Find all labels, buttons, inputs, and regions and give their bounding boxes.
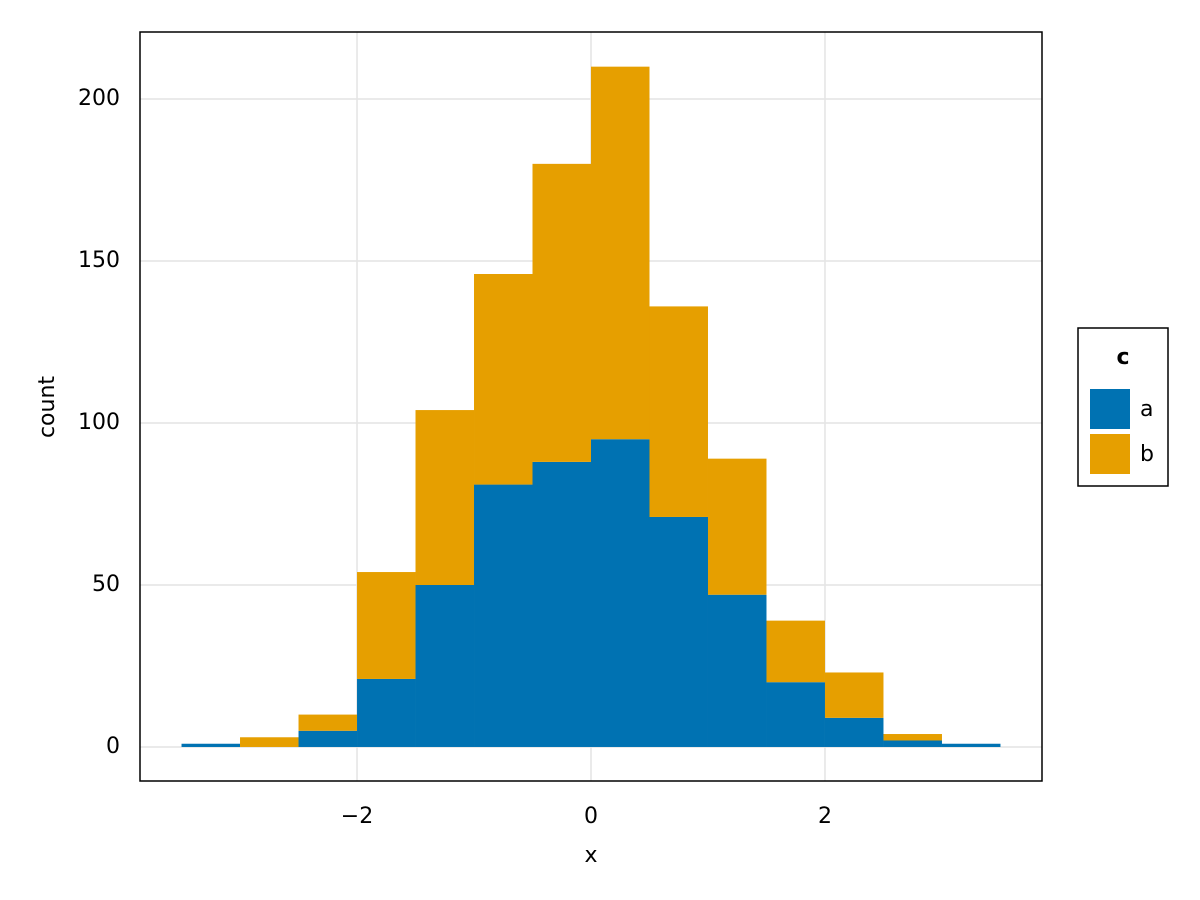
bar — [240, 737, 299, 747]
bar — [766, 620, 825, 683]
bar — [474, 484, 533, 747]
bar — [707, 458, 767, 595]
bar — [357, 678, 416, 747]
bar — [532, 461, 591, 747]
bar — [532, 163, 591, 462]
bar — [824, 717, 884, 747]
bar — [415, 585, 475, 747]
bar — [707, 594, 767, 747]
x-tick-label: 2 — [818, 804, 832, 829]
legend-label: a — [1140, 397, 1153, 422]
bar — [649, 516, 708, 747]
x-axis-label: x — [584, 843, 597, 868]
legend-swatch — [1090, 389, 1130, 429]
bar — [298, 730, 358, 747]
bar — [941, 743, 1001, 747]
bar — [591, 66, 650, 440]
y-tick-label: 50 — [92, 572, 120, 597]
bar — [474, 273, 533, 485]
legend-label: b — [1140, 442, 1154, 467]
bar — [415, 410, 475, 586]
bar — [649, 306, 708, 517]
x-tick-label: −2 — [341, 804, 373, 829]
bar — [298, 714, 358, 731]
bar — [883, 740, 942, 747]
x-tick-label: 0 — [584, 804, 598, 829]
plot-frame — [139, 31, 1043, 782]
y-axis-label: count — [35, 376, 60, 438]
y-tick-label: 0 — [106, 734, 120, 759]
legend-title: c — [1116, 345, 1129, 370]
bars — [181, 66, 1001, 747]
y-tick-label: 100 — [78, 410, 120, 435]
bar — [357, 572, 416, 679]
legend-swatch — [1090, 434, 1130, 474]
bar — [591, 439, 650, 747]
bar — [883, 734, 942, 741]
bar — [766, 682, 825, 747]
y-tick-label: 150 — [78, 248, 120, 273]
bar — [181, 743, 241, 747]
bar — [824, 672, 884, 718]
y-tick-label: 200 — [78, 86, 120, 111]
